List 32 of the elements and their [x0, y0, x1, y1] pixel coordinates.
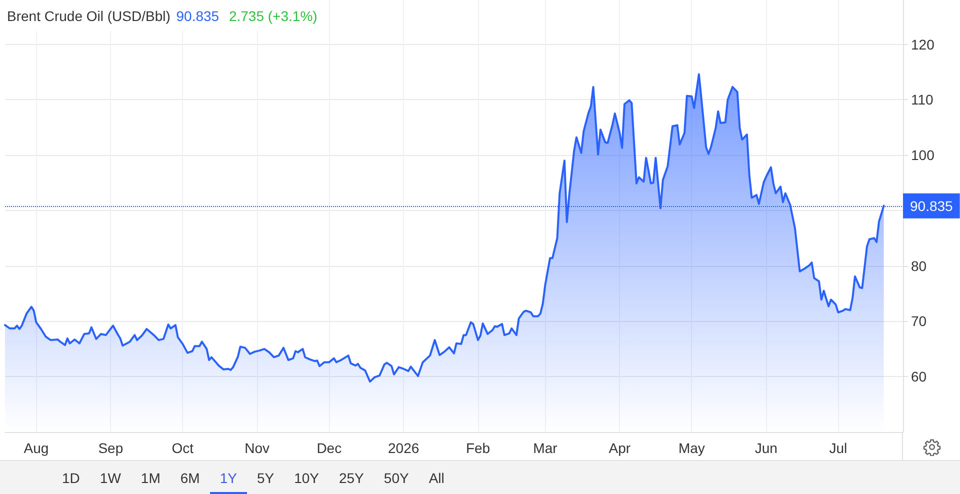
range-label: 1M	[140, 470, 160, 486]
x-tick-label: Aug	[24, 440, 49, 456]
range-label: 1Y	[220, 470, 237, 486]
range-label: 1W	[100, 470, 121, 486]
y-tick-label: 70	[911, 313, 927, 330]
y-tick-label: 100	[911, 147, 935, 164]
x-tick-label: Dec	[316, 440, 342, 456]
y-tick-label: 120	[911, 36, 935, 52]
x-tick-label: Jun	[754, 440, 778, 456]
annotation: 90.835	[176, 8, 220, 24]
x-tick-label: Sep	[98, 440, 124, 456]
y-tick-label: 110	[911, 92, 934, 108]
x-tick-label: Nov	[244, 440, 270, 456]
y-tick-label: 80	[911, 258, 927, 274]
y-tick-label: 60	[911, 368, 927, 385]
x-tick-label: 2026	[388, 440, 420, 456]
x-tick-label: Feb	[466, 440, 490, 456]
range-label: 1D	[62, 470, 80, 486]
x-tick-label: Mar	[533, 440, 558, 456]
x-tick-label: Apr	[608, 440, 631, 456]
range-label: 10Y	[294, 470, 319, 486]
range-label: 25Y	[338, 470, 364, 486]
x-tick-label: Oct	[172, 440, 194, 456]
text: Brent Crude Oil (USD/Bbl)	[7, 8, 170, 24]
range-label: 6M	[180, 470, 200, 486]
annotation: 2.735 (+3.1%)	[228, 8, 318, 24]
x-tick-label: Jul	[829, 440, 848, 456]
range-label: 50Y	[384, 470, 409, 486]
range-label: All	[428, 470, 444, 486]
x-tick-label: May	[678, 440, 705, 456]
ref-line-label: 90.835	[910, 198, 954, 214]
range-label: 5Y	[256, 470, 274, 486]
